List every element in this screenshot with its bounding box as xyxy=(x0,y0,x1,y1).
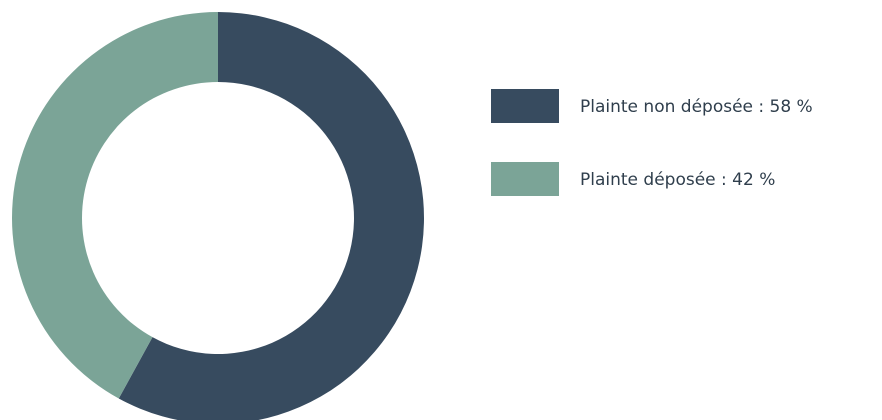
legend-swatch-1 xyxy=(491,162,559,196)
donut-slice-0 xyxy=(118,12,424,420)
donut-slice-1 xyxy=(12,12,218,399)
legend-item-0: Plainte non déposée : 58 % xyxy=(491,89,813,123)
legend-label-0: Plainte non déposée : 58 % xyxy=(580,97,813,117)
legend-swatch-0 xyxy=(491,89,559,123)
legend-label-1: Plainte déposée : 42 % xyxy=(580,170,775,190)
legend: Plainte non déposée : 58 % Plainte déposé… xyxy=(491,89,813,196)
donut-slices xyxy=(12,12,424,420)
legend-item-1: Plainte déposée : 42 % xyxy=(491,162,775,196)
